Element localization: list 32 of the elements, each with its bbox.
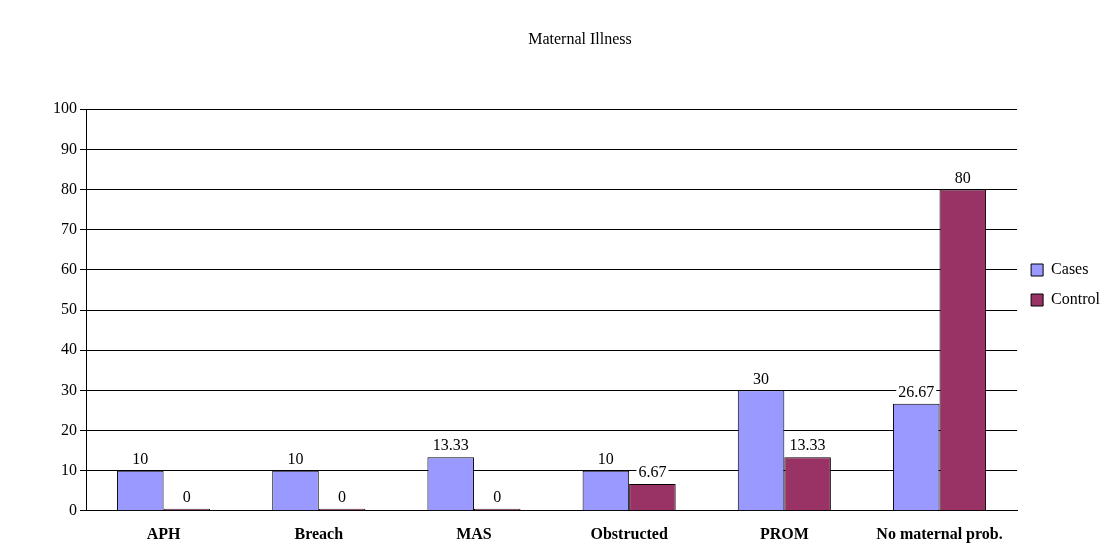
x-tick-label: MAS: [456, 524, 492, 542]
data-label: 13.33: [432, 436, 469, 454]
chart-title: Maternal Illness: [528, 29, 632, 47]
x-tick-label: No maternal prob.: [876, 524, 1003, 543]
data-label: 13.33: [789, 436, 826, 454]
legend-label: Cases: [1051, 260, 1089, 278]
data-label: 10: [597, 449, 614, 467]
x-tick-label: Breach: [294, 524, 344, 542]
y-tick-label: 20: [61, 420, 77, 438]
y-tick-label: 40: [61, 340, 77, 358]
data-label: 80: [954, 168, 971, 186]
y-tick-label: 60: [61, 260, 77, 278]
data-label: 0: [338, 488, 347, 505]
data-label: 0: [493, 488, 502, 505]
y-tick-label: 90: [61, 139, 77, 157]
x-tick-label: PROM: [759, 524, 809, 542]
data-label: 10: [287, 449, 304, 467]
y-tick-label: 50: [61, 300, 77, 318]
y-tick-label: 30: [61, 380, 77, 398]
data-label: 10: [132, 449, 149, 467]
legend-label: Control: [1051, 290, 1101, 308]
data-label: 0: [182, 488, 191, 505]
y-tick-label: 80: [61, 179, 77, 197]
data-label: 6.67: [638, 463, 667, 481]
y-tick-label: 10: [61, 460, 77, 478]
y-tick-label: 0: [69, 501, 77, 518]
y-tick-label: 100: [53, 99, 77, 117]
y-tick-label: 70: [61, 219, 77, 237]
data-label: 26.67: [898, 382, 935, 400]
x-tick-label: Obstructed: [590, 524, 668, 542]
x-tick-label: APH: [146, 524, 182, 542]
data-label: 30: [753, 369, 770, 387]
